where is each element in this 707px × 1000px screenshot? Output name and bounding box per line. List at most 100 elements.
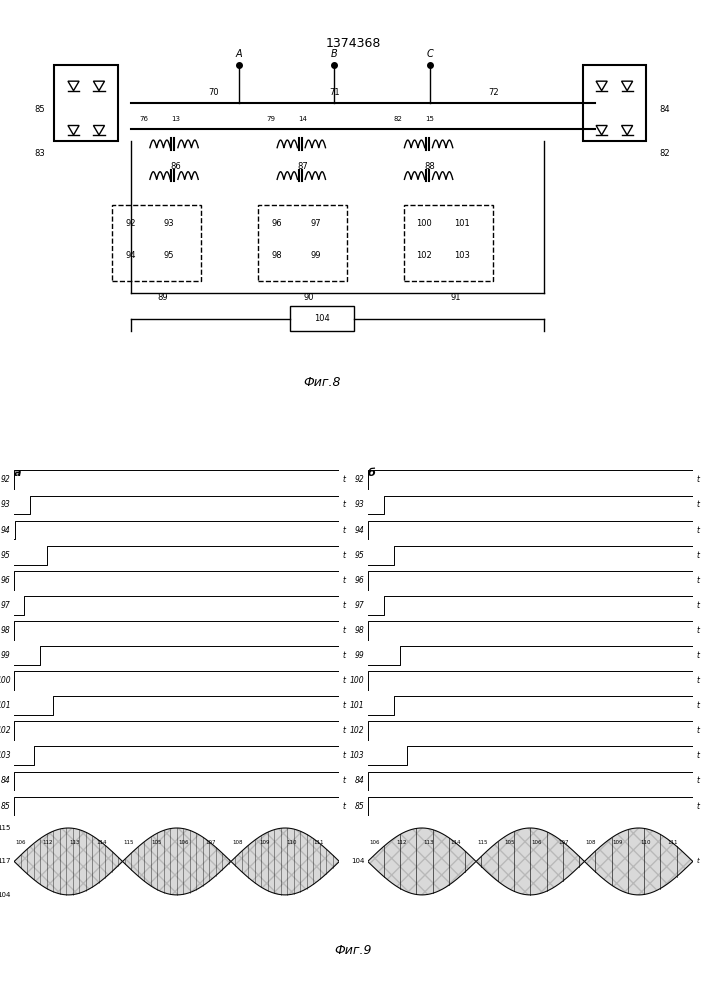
Text: 101: 101 [454,219,469,228]
Text: 87: 87 [297,162,308,171]
Text: 109: 109 [259,840,270,845]
Text: 96: 96 [271,219,283,228]
Text: t: t [343,551,346,560]
Text: 94: 94 [1,526,11,535]
Text: 117: 117 [0,858,11,864]
Text: 97: 97 [355,601,364,610]
Text: 110: 110 [640,840,650,845]
Text: 97: 97 [1,601,11,610]
Text: t: t [343,500,346,509]
Text: 112: 112 [42,840,53,845]
Text: 113: 113 [69,840,80,845]
Text: t: t [343,475,346,484]
Text: 95: 95 [1,551,11,560]
Text: 99: 99 [310,251,320,260]
Text: t: t [343,726,346,735]
Text: 115: 115 [124,840,134,845]
Text: 106: 106 [178,840,189,845]
Text: 100: 100 [416,219,431,228]
Text: 92: 92 [126,219,136,228]
Text: t: t [696,651,699,660]
Text: 96: 96 [1,576,11,585]
Text: 107: 107 [559,840,569,845]
Text: 98: 98 [1,626,11,635]
Text: 105: 105 [504,840,515,845]
Text: 94: 94 [355,526,364,535]
Text: 100: 100 [350,676,364,685]
Text: Фиг.8: Фиг.8 [303,375,341,388]
Text: t: t [343,776,346,785]
Text: 111: 111 [313,840,324,845]
Text: 109: 109 [613,840,624,845]
Text: t: t [696,526,699,535]
Bar [258,205,347,281]
Text: t: t [343,626,346,635]
Text: B: B [331,49,338,59]
Text: 71: 71 [329,88,340,97]
Text: 106: 106 [532,840,542,845]
Text: 115: 115 [477,840,488,845]
Text: 90: 90 [304,293,314,302]
Text: 89: 89 [157,293,168,302]
Text: A: A [235,49,243,59]
Text: 107: 107 [205,840,216,845]
Text: t: t [343,601,346,610]
Text: t: t [696,576,699,585]
Text: 108: 108 [585,840,596,845]
Text: t: t [696,676,699,685]
Text: a: a [14,468,22,478]
Text: 100: 100 [0,676,11,685]
Text: 106: 106 [369,840,380,845]
Text: 111: 111 [667,840,677,845]
Text: t: t [343,651,346,660]
Text: б: б [368,468,375,478]
Text: 104: 104 [0,892,11,898]
Text: 13: 13 [171,116,180,122]
Bar [54,65,118,141]
Text: t: t [343,802,346,811]
Text: 106: 106 [16,840,26,845]
Text: 101: 101 [350,701,364,710]
Text: 104: 104 [351,858,364,864]
Text: 85: 85 [355,802,364,811]
Text: t: t [696,726,699,735]
Text: t: t [343,701,346,710]
Text: t: t [343,751,346,760]
Text: 103: 103 [350,751,364,760]
Text: t: t [343,676,346,685]
Text: 70: 70 [208,88,219,97]
Bar [112,205,201,281]
Text: 101: 101 [0,701,11,710]
Text: 88: 88 [424,162,436,171]
Text: 110: 110 [286,840,297,845]
Text: 98: 98 [355,626,364,635]
Text: Фиг.9: Фиг.9 [334,944,373,956]
Text: 102: 102 [0,726,11,735]
Text: 82: 82 [659,149,670,158]
Text: 108: 108 [232,840,243,845]
Text: t: t [343,526,346,535]
Text: t: t [696,858,699,864]
Text: 84: 84 [1,776,11,785]
Text: 114: 114 [450,840,461,845]
Text: t: t [696,701,699,710]
Text: t: t [696,626,699,635]
Text: 112: 112 [396,840,407,845]
Text: 92: 92 [1,475,11,484]
Text: 79: 79 [267,116,275,122]
Text: 102: 102 [416,251,431,260]
Text: 99: 99 [355,651,364,660]
Text: 102: 102 [350,726,364,735]
Text: 85: 85 [34,105,45,114]
Text: 98: 98 [271,251,283,260]
Text: 103: 103 [0,751,11,760]
Text: 94: 94 [126,251,136,260]
Text: 97: 97 [310,219,321,228]
Text: 95: 95 [164,251,174,260]
Text: 83: 83 [34,149,45,158]
Text: t: t [696,776,699,785]
Text: 85: 85 [1,802,11,811]
Text: t: t [696,551,699,560]
Text: C: C [426,49,433,59]
Text: 115: 115 [0,825,11,831]
